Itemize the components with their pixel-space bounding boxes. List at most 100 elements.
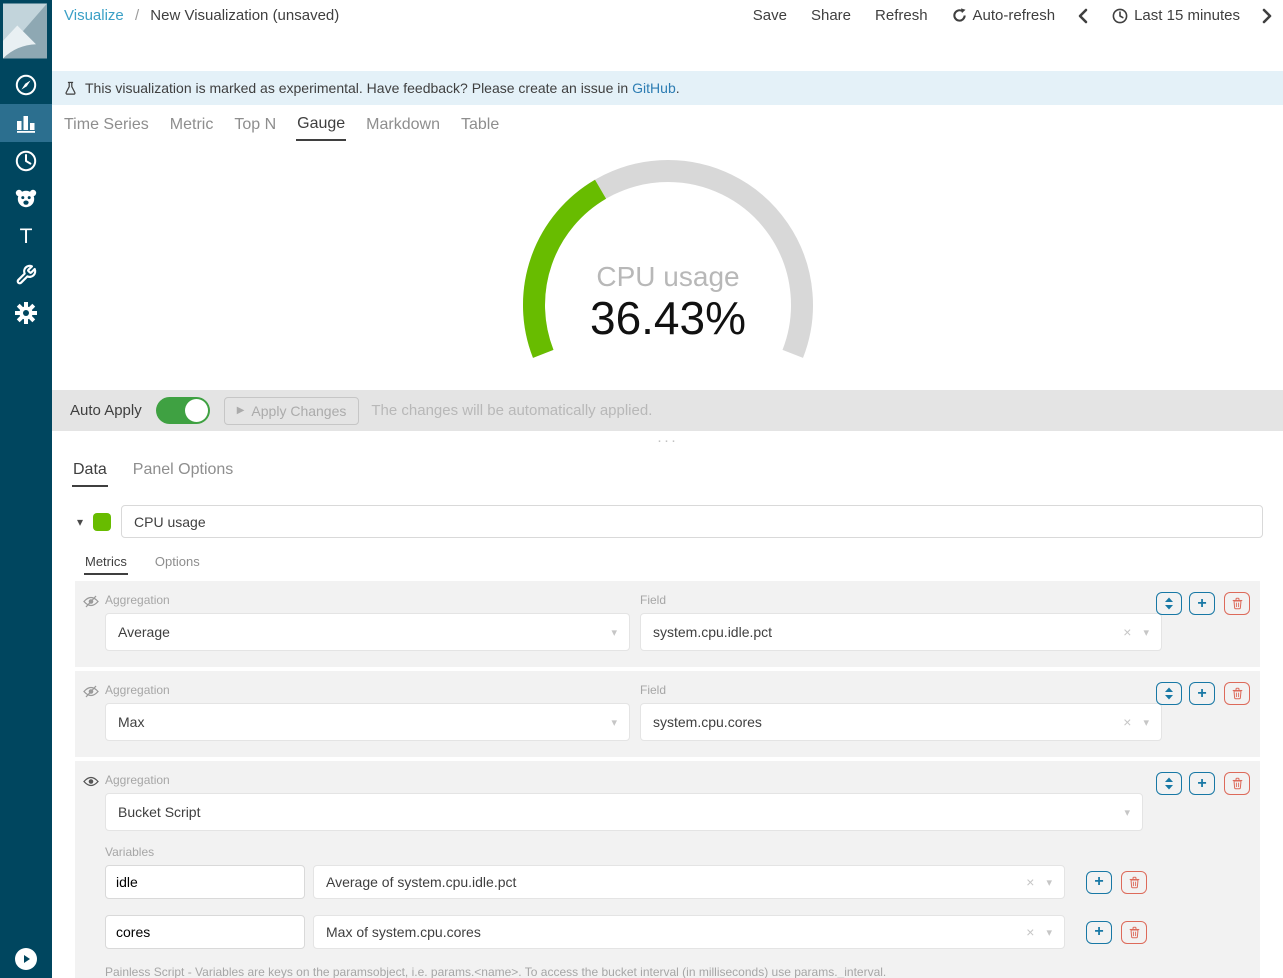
plus-icon: + bbox=[1197, 774, 1207, 792]
aggregation-select[interactable]: Average ▾ bbox=[105, 613, 630, 651]
clear-icon[interactable]: × bbox=[1026, 924, 1035, 940]
time-range-label: Last 15 minutes bbox=[1134, 7, 1240, 24]
chevron-down-icon[interactable]: ▾ bbox=[1143, 716, 1149, 729]
sidebar-item-letter-t[interactable]: T bbox=[0, 218, 52, 256]
gauge-chart: CPU usage 36.43% bbox=[522, 160, 813, 358]
mask-icon bbox=[15, 189, 37, 208]
compass-icon bbox=[15, 74, 37, 96]
sidebar-item-management[interactable] bbox=[0, 294, 52, 332]
breadcrumb-separator: / bbox=[134, 7, 140, 24]
tab-panel-options[interactable]: Panel Options bbox=[132, 461, 234, 478]
delete-variable-button[interactable] bbox=[1121, 920, 1147, 944]
metric-row-average: Aggregation Average ▾ Field system.cpu.i… bbox=[75, 581, 1260, 667]
gauge-label: CPU usage bbox=[596, 261, 739, 292]
eye-icon[interactable] bbox=[83, 775, 99, 793]
sidebar-item-discover[interactable] bbox=[0, 66, 52, 104]
tab-gauge[interactable]: Gauge bbox=[296, 109, 347, 141]
gear-icon bbox=[15, 302, 37, 324]
variable-row: Average of system.cpu.idle.pct × ▾ + bbox=[105, 865, 1250, 899]
auto-refresh-button[interactable]: Auto-refresh bbox=[952, 7, 1055, 24]
add-metric-button[interactable]: + bbox=[1189, 772, 1215, 795]
plus-icon: + bbox=[1197, 594, 1207, 612]
breadcrumb-visualize-link[interactable]: Visualize bbox=[64, 7, 124, 24]
clear-icon[interactable]: × bbox=[1123, 714, 1132, 730]
eye-slash-icon[interactable] bbox=[83, 685, 99, 703]
tab-data[interactable]: Data bbox=[72, 453, 108, 487]
add-metric-button[interactable]: + bbox=[1189, 682, 1215, 705]
clear-icon[interactable]: × bbox=[1026, 874, 1035, 890]
aggregation-select[interactable]: Max ▾ bbox=[105, 703, 630, 741]
delete-metric-button[interactable] bbox=[1224, 682, 1250, 705]
variables-label: Variables bbox=[105, 845, 155, 859]
drag-handle[interactable]: ··· bbox=[657, 432, 678, 449]
tab-table[interactable]: Table bbox=[460, 116, 500, 133]
share-button[interactable]: Share bbox=[810, 7, 852, 24]
sidebar-item-devtools[interactable] bbox=[0, 256, 52, 294]
github-link[interactable]: GitHub bbox=[632, 80, 676, 96]
chevron-down-icon[interactable]: ▾ bbox=[1046, 926, 1052, 939]
add-metric-button[interactable]: + bbox=[1189, 592, 1215, 615]
metric-row-bucket-script: Aggregation Bucket Script ▾ + bbox=[75, 761, 1260, 978]
clear-icon[interactable]: × bbox=[1123, 624, 1132, 640]
chevron-down-icon[interactable]: ▾ bbox=[1124, 806, 1130, 819]
gauge-value: 36.43% bbox=[589, 292, 745, 344]
tab-markdown[interactable]: Markdown bbox=[366, 116, 440, 133]
tab-time-series[interactable]: Time Series bbox=[64, 116, 149, 133]
add-variable-button[interactable]: + bbox=[1086, 870, 1112, 894]
add-variable-button[interactable]: + bbox=[1086, 920, 1112, 944]
apply-changes-button[interactable]: ▶ Apply Changes bbox=[223, 396, 360, 425]
tab-options[interactable]: Options bbox=[154, 554, 200, 569]
aggregation-label: Aggregation bbox=[105, 773, 170, 787]
banner-text: This visualization is marked as experime… bbox=[85, 80, 629, 96]
tab-top-n[interactable]: Top N bbox=[234, 116, 277, 133]
tab-metric[interactable]: Metric bbox=[169, 116, 214, 133]
reorder-metric-button[interactable] bbox=[1156, 592, 1182, 615]
field-select[interactable]: system.cpu.idle.pct × ▾ bbox=[640, 613, 1162, 651]
field-label: Field bbox=[640, 593, 667, 607]
aggregation-label: Aggregation bbox=[105, 593, 170, 607]
delete-metric-button[interactable] bbox=[1224, 772, 1250, 795]
delete-metric-button[interactable] bbox=[1224, 592, 1250, 615]
auto-apply-toggle[interactable] bbox=[155, 397, 210, 424]
global-nav: T bbox=[0, 0, 52, 978]
series-sub-tabs: Metrics Options bbox=[72, 550, 1263, 575]
field-select[interactable]: system.cpu.cores × ▾ bbox=[640, 703, 1162, 741]
wrench-icon bbox=[16, 264, 37, 285]
chevron-down-icon[interactable]: ▾ bbox=[611, 716, 617, 729]
variable-metric-select[interactable]: Average of system.cpu.idle.pct × ▾ bbox=[313, 865, 1065, 899]
variable-name-input[interactable] bbox=[105, 915, 305, 949]
series-collapse-caret[interactable]: ▾ bbox=[77, 514, 84, 529]
reorder-metric-button[interactable] bbox=[1156, 682, 1182, 705]
save-button[interactable]: Save bbox=[752, 7, 787, 24]
sidebar-item-timelion[interactable] bbox=[0, 142, 52, 180]
eye-slash-icon[interactable] bbox=[83, 595, 99, 613]
sidebar-item-app-mask[interactable] bbox=[0, 180, 52, 218]
variable-name-input[interactable] bbox=[105, 865, 305, 899]
collapse-nav-button[interactable] bbox=[15, 948, 37, 970]
variable-metric-select[interactable]: Max of system.cpu.cores × ▾ bbox=[313, 915, 1065, 949]
delete-variable-button[interactable] bbox=[1121, 870, 1147, 894]
time-back-button[interactable] bbox=[1077, 8, 1088, 24]
refresh-button[interactable]: Refresh bbox=[875, 7, 928, 24]
series-name-input[interactable] bbox=[121, 505, 1263, 538]
kibana-logo[interactable] bbox=[0, 0, 52, 66]
chevron-down-icon[interactable]: ▾ bbox=[611, 626, 617, 639]
panel-resize-row: ··· bbox=[52, 431, 1283, 451]
time-forward-button[interactable] bbox=[1262, 8, 1273, 24]
chevron-down-icon[interactable]: ▾ bbox=[1143, 626, 1149, 639]
reorder-metric-button[interactable] bbox=[1156, 772, 1182, 795]
time-picker-button[interactable]: Last 15 minutes bbox=[1112, 7, 1240, 24]
field-label: Field bbox=[640, 683, 667, 697]
breadcrumb: Visualize / New Visualization (unsaved) bbox=[64, 7, 339, 24]
auto-apply-bar: Auto Apply ▶ Apply Changes The changes w… bbox=[52, 390, 1283, 431]
sidebar-item-visualize[interactable] bbox=[0, 104, 52, 142]
aggregation-select[interactable]: Bucket Script ▾ bbox=[105, 793, 1143, 831]
auto-refresh-icon bbox=[952, 8, 966, 22]
tab-metrics[interactable]: Metrics bbox=[84, 550, 128, 575]
chevron-down-icon[interactable]: ▾ bbox=[1046, 876, 1052, 889]
metric-row-buttons: + bbox=[1149, 592, 1250, 615]
sort-arrows-icon bbox=[1165, 777, 1173, 790]
trash-icon bbox=[1232, 777, 1242, 790]
series-color-swatch[interactable] bbox=[93, 512, 112, 531]
